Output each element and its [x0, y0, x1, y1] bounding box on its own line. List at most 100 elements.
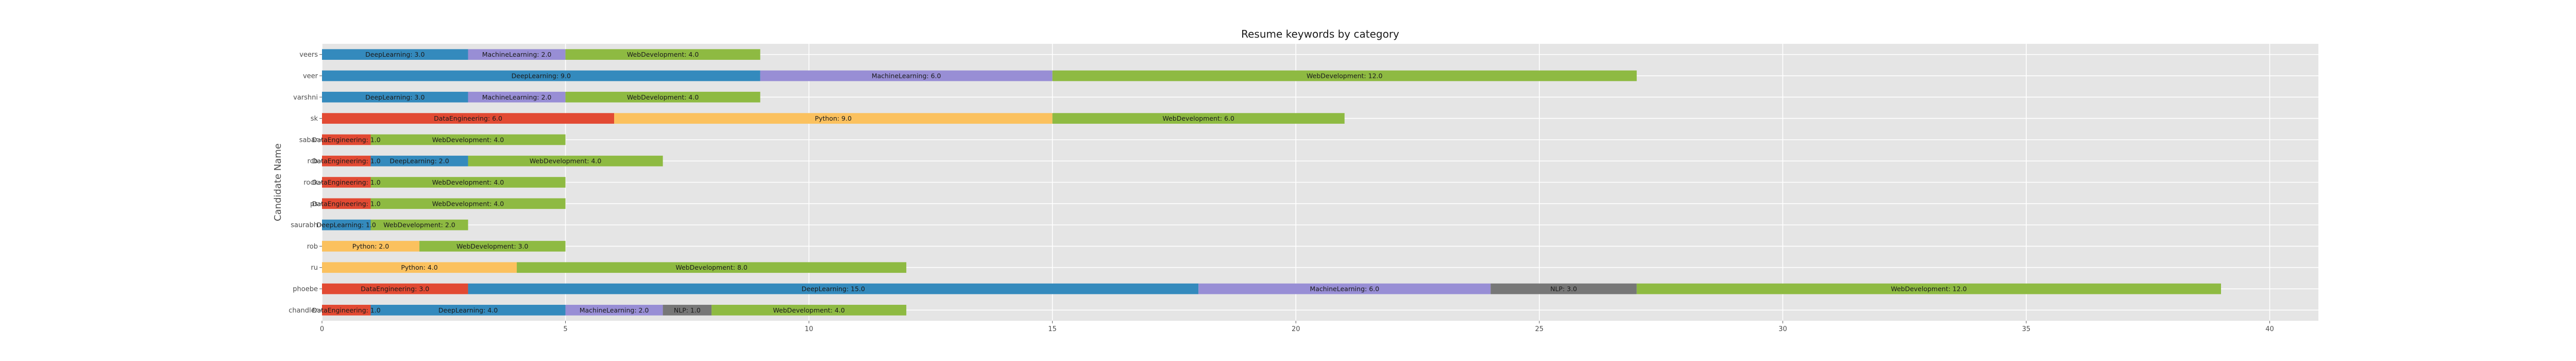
bar-segment: [468, 49, 566, 60]
bar-segment-label: WebDevelopment: 4.0: [627, 93, 699, 101]
bar-segment-label: WebDevelopment: 4.0: [627, 51, 699, 58]
y-axis-ticks: veers veer varshni sk sabar rcb rock ps saurabh r…: [289, 51, 322, 315]
bar-segment-label: NLP: 3.0: [1550, 285, 1577, 293]
bar-segment-label: DeepLearning: 15.0: [802, 285, 865, 293]
bar-segment-label: NLP: 1.0: [674, 306, 701, 314]
bar-segment-label: WebDevelopment: 4.0: [432, 200, 504, 207]
bar-segment: [565, 91, 760, 103]
bar-segment: [322, 113, 615, 124]
y-axis-label: Candidate Name: [273, 143, 283, 221]
x-tick-label: 5: [563, 325, 567, 333]
bar-segment: [517, 262, 907, 273]
bar-segment-label: Python: 4.0: [401, 264, 437, 271]
bar-segment-label: WebDevelopment: 4.0: [432, 178, 504, 186]
bar-segment: [322, 219, 371, 231]
bar-segment-label: WebDevelopment: 4.0: [432, 136, 504, 143]
bar-segment: [322, 49, 468, 60]
bar-segment: [1198, 283, 1491, 294]
bar-segment: [322, 262, 517, 273]
bar-segment: [322, 283, 468, 294]
bar-segment-label: DataEngineering: 1.0: [312, 178, 381, 186]
bar-segment-label: DeepLearning: 3.0: [365, 93, 425, 101]
bar-segment-label: WebDevelopment: 6.0: [1162, 114, 1234, 122]
bar-segment: [322, 198, 371, 209]
bar-segment-label: MachineLearning: 6.0: [872, 72, 941, 79]
y-tick-label: sabar: [299, 136, 318, 144]
bar-segment: [322, 134, 371, 145]
bar-segment: [370, 155, 468, 167]
x-tick-label: 40: [2265, 325, 2274, 333]
x-tick-label: 10: [805, 325, 814, 333]
bar-segment-label: DeepLearning: 3.0: [365, 51, 425, 58]
bar-segment: [760, 70, 1053, 81]
y-tick-label: saurabh: [291, 222, 318, 229]
bar-segment: [322, 305, 371, 316]
bar-segment-label: DataEngineering: 1.0: [312, 200, 381, 207]
bar-segment-label: WebDevelopment: 4.0: [530, 157, 602, 165]
bar-segment: [1052, 113, 1345, 124]
bar-segment-label: DataEngineering: 3.0: [361, 285, 429, 293]
bar-segment: [370, 177, 566, 188]
bar-segment: [468, 155, 663, 167]
bar-segment-label: WebDevelopment: 2.0: [383, 221, 455, 229]
bar-segment: [370, 134, 566, 145]
bar-segment-label: WebDevelopment: 12.0: [1891, 285, 1967, 293]
y-tick-label: ps: [310, 200, 318, 208]
bar-segment: [468, 283, 1199, 294]
y-tick-label: veer: [303, 72, 318, 80]
chart-title: Resume keywords by category: [1241, 28, 1399, 40]
bar-segment: [419, 241, 566, 252]
bar-segment: [322, 70, 760, 81]
bar-segment: [322, 155, 371, 167]
bar-segment-label: DataEngineering: 1.0: [312, 157, 381, 165]
bar-segment-label: DataEngineering: 6.0: [434, 114, 502, 122]
y-tick-label: rock: [303, 179, 318, 187]
y-tick-label: veers: [299, 51, 318, 59]
bar-segment-label: WebDevelopment: 8.0: [675, 264, 748, 271]
bar-segment: [322, 241, 420, 252]
bar-segment-label: MachineLearning: 2.0: [580, 306, 649, 314]
y-tick-label: rob: [307, 243, 318, 251]
y-tick-label: chandler: [289, 307, 318, 315]
bar-segment: [1490, 283, 1637, 294]
bar-segment: [322, 91, 468, 103]
bar-segment-label: DataEngineering: 1.0: [312, 136, 381, 143]
y-tick-label: rcb: [308, 158, 318, 166]
bar-segment-label: DeepLearning: 4.0: [438, 306, 498, 314]
bar-segment: [370, 305, 566, 316]
bar-segment: [370, 219, 468, 231]
x-axis-ticks: 0 5 10 15 20 25 30 35 40: [320, 321, 2274, 333]
bar-segment: [614, 113, 1053, 124]
bar-segment-label: WebDevelopment: 4.0: [773, 306, 845, 314]
bar-segment: [663, 305, 712, 316]
x-tick-label: 35: [2022, 325, 2031, 333]
y-tick-label: ru: [311, 264, 318, 272]
x-tick-label: 25: [1535, 325, 1544, 333]
bar-segment-label: MachineLearning: 2.0: [482, 51, 552, 58]
bar-segment: [370, 198, 566, 209]
bar-segment: [322, 177, 371, 188]
x-tick-label: 15: [1048, 325, 1057, 333]
bar-segment: [565, 49, 760, 60]
bar-segment-label: DeepLearning: 1.0: [317, 221, 376, 229]
bar-segment: [565, 305, 663, 316]
bar-segment-label: WebDevelopment: 3.0: [456, 242, 529, 250]
bar-segment-label: Python: 2.0: [352, 242, 389, 250]
segment-labels: DeepLearning: 3.0 MachineLearning: 2.0 Web…: [312, 51, 1967, 314]
x-tick-label: 30: [1778, 325, 1787, 333]
bar-segment-label: DeepLearning: 2.0: [389, 157, 449, 165]
y-tick-label: sk: [311, 115, 318, 123]
x-tick-label: 20: [1292, 325, 1300, 333]
x-tick-label: 0: [320, 325, 324, 333]
y-tick-label: varshni: [293, 94, 318, 102]
y-tick-label: phoebe: [293, 286, 318, 293]
bar-segment-label: DeepLearning: 9.0: [512, 72, 571, 79]
bar-segment-label: DataEngineering: 1.0: [312, 306, 381, 314]
bar-segment-label: Python: 9.0: [815, 114, 852, 122]
bar-segment: [1052, 70, 1637, 81]
bar-segment: [711, 305, 907, 316]
bars: [322, 49, 2221, 316]
bar-segment: [1636, 283, 2221, 294]
